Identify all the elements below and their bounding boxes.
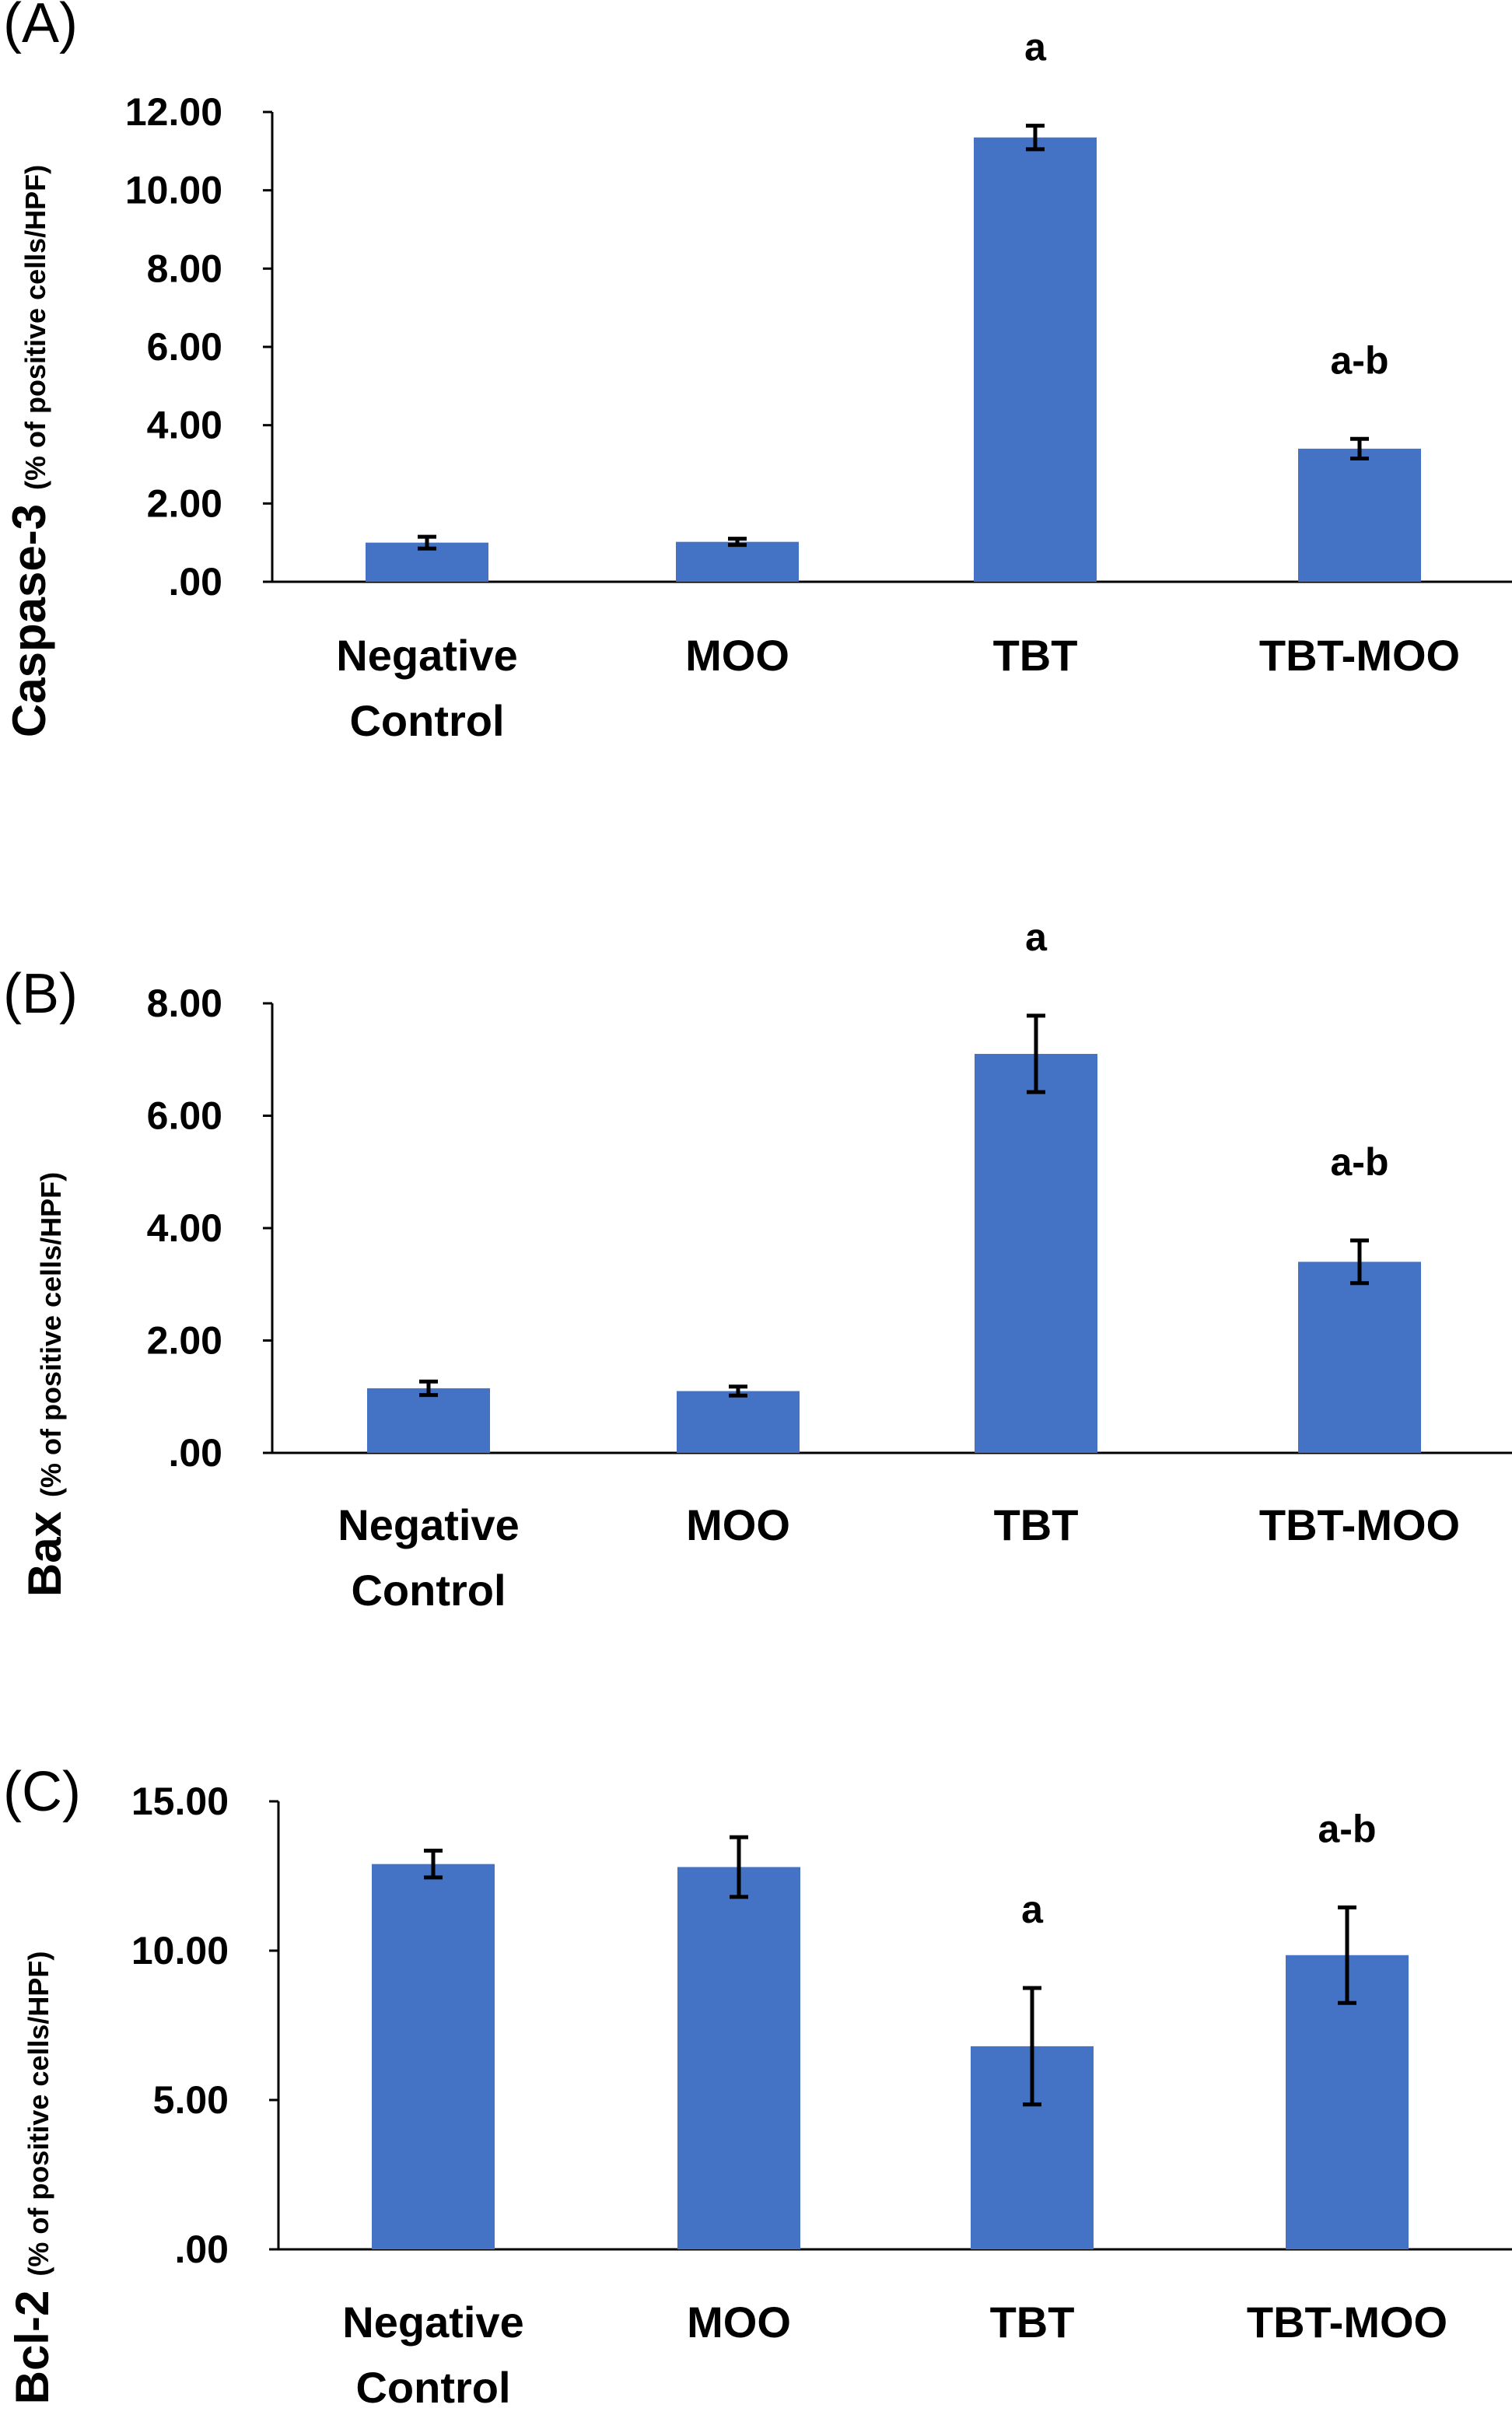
significance-label: a-b [1331, 1140, 1389, 1184]
y-tick-label: 4.00 [147, 1206, 222, 1250]
category-label: MOO [687, 2298, 791, 2347]
y-tick-label: 8.00 [147, 982, 222, 1025]
y-tick-label: .00 [174, 2228, 229, 2271]
y-tick-label: .00 [168, 560, 222, 604]
category-label-line: Negative [336, 631, 517, 680]
y-tick-label: 12.00 [125, 90, 222, 134]
error-bar [728, 537, 747, 548]
error-bar [1338, 1905, 1356, 2005]
category-label-line: MOO [685, 631, 789, 680]
y-tick-label: 10.00 [131, 1929, 229, 1972]
y-tick-label: .00 [168, 1431, 222, 1475]
category-label: TBT-MOO [1259, 1500, 1460, 1549]
category-label-line: TBT [994, 1500, 1079, 1549]
y-tick-label: 10.00 [125, 169, 222, 212]
panel-letter: (A) [3, 0, 78, 54]
error-bar [729, 1384, 747, 1398]
bar [975, 1054, 1097, 1453]
category-label-line: Control [349, 696, 504, 745]
category-label: Negative Control [342, 2298, 523, 2412]
significance-label: a [1024, 26, 1047, 69]
chart-panel-1: (B) .00 2.00 4.00 6.00 8.00 Negative Control MOO… [3, 915, 1512, 1615]
error-bar [1350, 436, 1369, 460]
y-axis-label-main: Caspase-3 [3, 504, 55, 737]
y-tick-label: 8.00 [147, 247, 222, 290]
category-label-line: TBT-MOO [1259, 1500, 1460, 1549]
y-tick-label: 2.00 [147, 1319, 222, 1363]
category-label: MOO [685, 631, 789, 680]
bar [677, 1391, 800, 1453]
category-label-line: Negative [342, 2298, 523, 2347]
chart-panel-2: (C) .00 5.00 10.00 15.00 Negative Control MOO a T… [3, 1761, 1512, 2412]
chart-panel-0: (A) .00 2.00 4.00 6.00 8.00 10.00 12.00 Negative… [3, 0, 1512, 745]
y-tick-label: 15.00 [131, 1780, 229, 1823]
y-axis-label: Caspase-3 (% of positive cells/HPF) [3, 165, 55, 737]
category-label-line: MOO [687, 2298, 791, 2347]
category-label-line: TBT-MOO [1259, 631, 1460, 680]
significance-label: a-b [1318, 1807, 1377, 1850]
y-tick-label: 4.00 [147, 404, 222, 447]
bar [677, 1867, 800, 2249]
error-bar [730, 1835, 748, 1899]
error-bar [418, 534, 436, 551]
y-axis-label: Bcl-2 (% of positive cells/HPF) [6, 1951, 58, 2405]
category-label-line: MOO [686, 1500, 790, 1549]
significance-label: a [1025, 915, 1048, 959]
y-axis-label-unit: (% of positive cells/HPF) [23, 1951, 54, 2277]
bar [1298, 1262, 1421, 1453]
error-bar [1023, 1986, 1041, 2107]
bar [676, 541, 799, 582]
significance-label: a [1021, 1888, 1044, 1931]
category-label: MOO [686, 1500, 790, 1549]
error-bar [424, 1848, 443, 1880]
y-axis-label-unit: (% of positive cells/HPF) [35, 1172, 67, 1497]
category-label-line: Control [355, 2363, 510, 2412]
error-bar [1350, 1238, 1369, 1286]
bar [1298, 448, 1421, 582]
bar [367, 1388, 490, 1453]
category-label: TBT [990, 2298, 1075, 2347]
category-label: Negative Control [338, 1500, 519, 1615]
category-label-line: TBT [993, 631, 1078, 680]
significance-label: a-b [1331, 338, 1389, 382]
category-label: TBT [994, 1500, 1079, 1549]
panel-letter: (B) [3, 963, 78, 1025]
category-label-line: Control [351, 1566, 506, 1615]
bar [974, 137, 1097, 582]
bar [372, 1864, 495, 2249]
y-tick-label: 2.00 [147, 481, 222, 525]
y-tick-label: 5.00 [153, 2078, 229, 2122]
y-axis-label-unit: (% of positive cells/HPF) [19, 165, 51, 490]
y-axis-label: Bax (% of positive cells/HPF) [19, 1172, 71, 1597]
error-bar [1027, 1013, 1045, 1094]
y-axis-label-main: Bax [19, 1511, 71, 1597]
error-bar [419, 1379, 438, 1398]
y-tick-label: 6.00 [147, 1094, 222, 1138]
category-label: TBT-MOO [1247, 2298, 1447, 2347]
category-label-line: TBT [990, 2298, 1075, 2347]
category-label-line: Negative [338, 1500, 519, 1549]
category-label: Negative Control [336, 631, 517, 745]
error-bar [1026, 124, 1045, 152]
category-label: TBT [993, 631, 1078, 680]
panel-letter: (C) [3, 1761, 81, 1823]
y-tick-label: 6.00 [147, 325, 222, 369]
category-label: TBT-MOO [1259, 631, 1460, 680]
y-axis-label-main: Bcl-2 [6, 2291, 58, 2405]
category-label-line: TBT-MOO [1247, 2298, 1447, 2347]
